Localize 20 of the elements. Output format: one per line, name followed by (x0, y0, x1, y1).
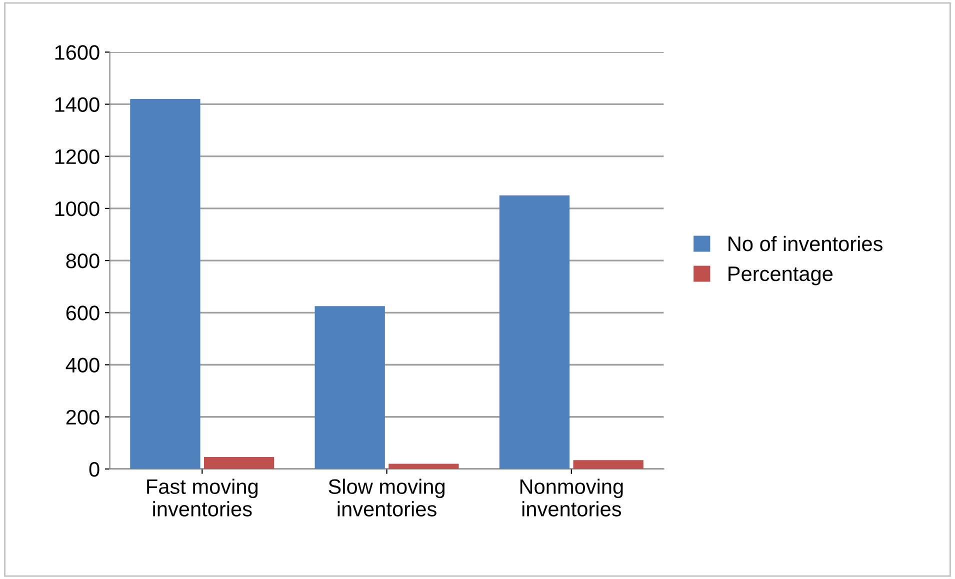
y-tick-label: 800 (66, 254, 100, 268)
bar (499, 195, 570, 469)
y-tick-label: 600 (66, 306, 100, 320)
y-tick-label: 400 (66, 358, 100, 373)
bar (573, 460, 644, 469)
bar (204, 457, 274, 469)
y-tick-label: 1400 (55, 97, 100, 112)
y-tick-label: 1200 (55, 149, 100, 164)
bar (130, 99, 200, 469)
x-tick-label: Slow moving inventories (328, 478, 444, 516)
x-tick-label: Nonmoving inventories (520, 478, 623, 516)
y-tick-label: 200 (66, 410, 100, 425)
y-tick-label: 0 (89, 462, 100, 477)
y-tick-label: 1600 (55, 45, 100, 60)
legend-label: Percentage (728, 266, 833, 286)
x-tick-label: Fast moving inventories (147, 478, 258, 516)
bar (388, 464, 459, 469)
y-tick-label: 1000 (55, 201, 100, 216)
bar (314, 306, 385, 469)
legend-label: No of inventories (728, 236, 882, 252)
